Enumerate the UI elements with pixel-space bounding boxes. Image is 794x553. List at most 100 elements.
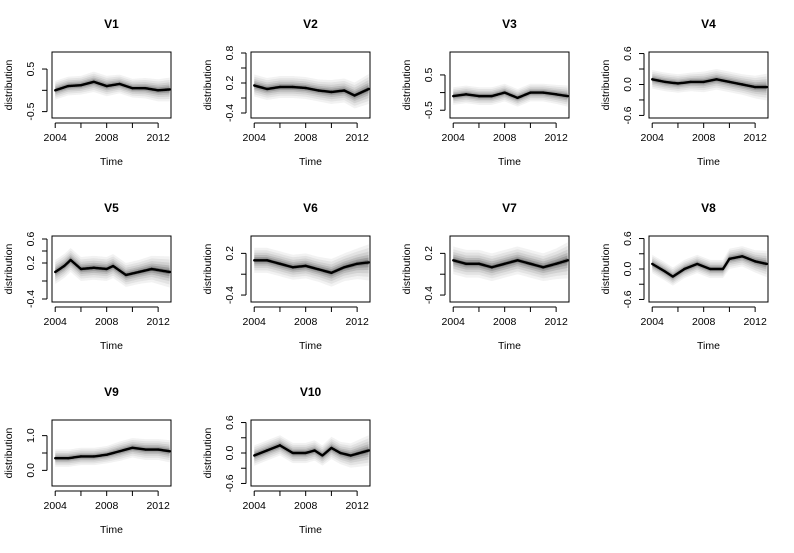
data-point — [715, 78, 718, 81]
data-point — [728, 80, 731, 84]
data-point — [131, 446, 134, 449]
data-point — [118, 450, 121, 453]
data-point — [253, 259, 256, 262]
data-point — [676, 82, 680, 85]
data-layer — [253, 74, 370, 109]
data-point — [330, 446, 333, 450]
x-tick-label: 2008 — [294, 316, 318, 328]
uncertainty-band — [254, 76, 369, 106]
data-point — [516, 96, 519, 100]
data-point — [516, 259, 519, 262]
data-layer — [54, 438, 171, 467]
x-tick-label: 2004 — [442, 132, 466, 144]
uncertainty-band — [254, 244, 369, 287]
data-point — [355, 262, 359, 265]
data-point — [168, 88, 171, 91]
y-tick-label: 0.0 — [622, 77, 634, 92]
y-axis-label: distribution — [202, 427, 214, 478]
x-tick-label: 2004 — [641, 132, 665, 144]
y-axis-label: distribution — [401, 59, 413, 110]
panel-title: V7 — [502, 201, 517, 215]
data-point — [105, 84, 108, 88]
data-layer — [651, 69, 768, 101]
plot-frame — [250, 419, 371, 487]
plot-frame — [51, 419, 172, 487]
data-point — [554, 262, 558, 265]
data-point — [529, 262, 532, 265]
y-axis-label: distribution — [202, 243, 214, 294]
data-point — [490, 94, 494, 98]
uncertainty-band — [55, 248, 170, 288]
data-point — [92, 266, 96, 269]
y-axis-label: distribution — [202, 59, 214, 110]
data-point — [721, 267, 725, 271]
data-point — [343, 89, 346, 92]
data-point — [566, 94, 569, 98]
data-point — [708, 267, 712, 271]
data-point — [542, 91, 545, 94]
uncertainty-band — [55, 75, 170, 97]
data-point — [339, 451, 342, 455]
uncertainty-band — [652, 252, 767, 281]
y-tick-label: 0.5 — [423, 67, 435, 82]
data-point — [503, 262, 506, 265]
plot-frame — [51, 51, 172, 119]
data-point — [291, 85, 295, 89]
y-tick-label: 0.6 — [25, 232, 37, 247]
data-point — [253, 84, 256, 87]
data-point — [753, 260, 757, 263]
data-layer — [253, 244, 370, 287]
panel-v4: V4 2004 2008 2012 Time -0.6 0.0 0.6 distribution — [600, 17, 769, 168]
data-point — [741, 255, 744, 258]
data-point — [477, 94, 481, 98]
data-point — [349, 454, 352, 457]
data-point — [291, 266, 295, 269]
data-layer — [253, 435, 370, 468]
data-point — [452, 259, 455, 262]
series-line — [54, 80, 170, 92]
y-tick-label: -0.4 — [224, 104, 236, 122]
data-point — [92, 455, 96, 458]
y-tick-label: 0.6 — [224, 415, 236, 430]
y-tick-label: 0.5 — [25, 62, 37, 77]
x-axis-label: Time — [299, 340, 322, 352]
panel-v3: V3 2004 2008 2012 Time -0.5 0.5 distribution — [401, 17, 570, 168]
x-tick-label: 2012 — [345, 316, 369, 328]
y-axis-label: distribution — [600, 243, 612, 294]
series-line — [452, 259, 569, 269]
x-tick-label: 2008 — [493, 316, 517, 328]
data-point — [144, 86, 147, 90]
x-axis-label: Time — [697, 340, 720, 352]
uncertainty-band — [652, 69, 767, 101]
data-point — [92, 80, 96, 84]
x-tick-label: 2008 — [692, 132, 716, 144]
panel-title: V9 — [104, 385, 119, 399]
y-tick-label: 0.6 — [622, 46, 634, 61]
data-layer — [452, 83, 569, 107]
y-axis-label: distribution — [600, 59, 612, 110]
panel-title: V3 — [502, 17, 517, 31]
data-point — [663, 80, 667, 84]
data-point — [156, 448, 160, 451]
panel-v1: V1 2004 2008 2012 Time -0.5 0.5 distribution — [3, 17, 172, 168]
x-tick-label: 2004 — [641, 316, 665, 328]
data-point — [69, 258, 72, 262]
x-tick-label: 2012 — [544, 132, 568, 144]
data-point — [353, 94, 356, 97]
panel-title: V5 — [104, 201, 119, 215]
panel-title: V1 — [104, 17, 119, 31]
data-point — [367, 261, 370, 264]
y-tick-label: 1.0 — [25, 428, 37, 443]
x-tick-label: 2012 — [146, 316, 170, 328]
data-point — [137, 270, 141, 274]
data-point — [542, 266, 545, 269]
plot-frame — [449, 235, 570, 303]
x-tick-label: 2008 — [95, 132, 119, 144]
data-point — [111, 264, 115, 268]
panel-title: V2 — [303, 17, 318, 31]
x-tick-label: 2008 — [95, 500, 119, 512]
data-point — [278, 444, 282, 447]
y-axis-label: distribution — [401, 243, 413, 294]
y-tick-label: 0.2 — [224, 246, 236, 261]
